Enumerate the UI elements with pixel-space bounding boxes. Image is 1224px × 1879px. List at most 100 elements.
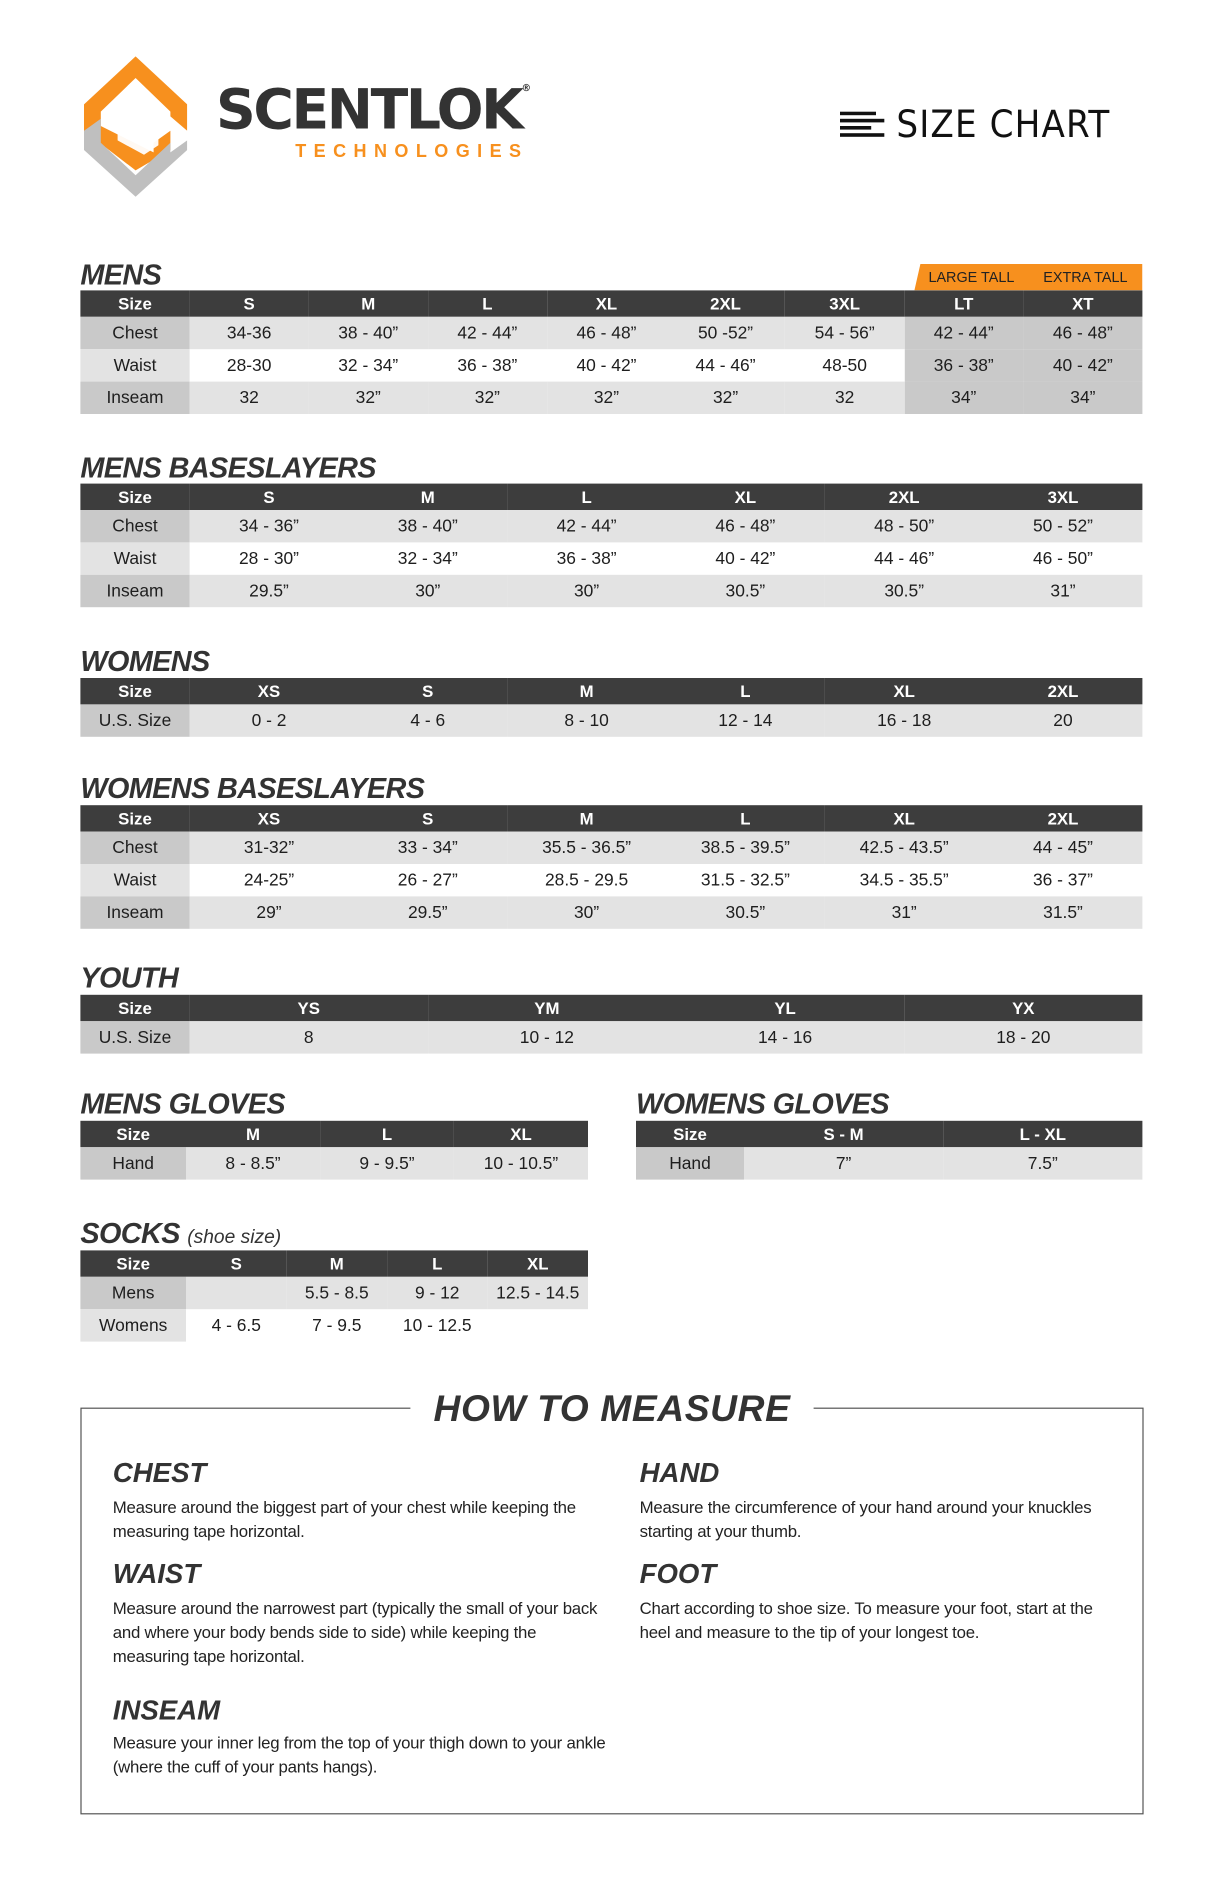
column-header: M [186,1120,320,1148]
column-header: L [507,483,666,511]
measure-text-hand: Measure the circumference of your hand a… [639,1497,1092,1541]
table-cell: 14 - 16 [666,1021,905,1054]
table-cell: 32” [427,381,547,415]
column-header: M [507,805,666,832]
column-header: LT [904,290,1024,317]
table-cell: 12.5 - 14.5 [487,1276,588,1310]
table-cell: 28.5 - 29.5 [544,870,629,890]
section-title-mens-baselayers: MENS BASESLAYERS [80,452,376,485]
column-header: S [186,1250,287,1277]
measure-text-foot: Chart according to shoe size. To measure… [639,1598,1093,1642]
section-title-youth: YOUTH [80,962,179,995]
table-cell: 29.5” [189,574,349,608]
column-header: XL [546,290,666,317]
table-header-row: Size S M L XL [80,1250,588,1277]
table-row: Womens 4 - 6.5 7 - 9.5 10 - 12.5 [80,1309,588,1342]
column-header: Size [80,678,190,705]
table-header-row: Size S M L XL 2XL 3XL LT XT [80,290,1143,317]
column-header: L [665,805,825,832]
registered-mark: ® [521,82,532,94]
table-cell: 0 - 2 [189,704,349,737]
table-row: Chest 34 - 36” 38 - 40” 42 - 44” 46 - 48” 48 … [80,510,1143,543]
row-label: Waist [80,864,190,897]
page-title: SIZE CHART [896,103,1111,147]
table-header-row: Size XS S M L XL 2XL [80,678,1143,705]
row-label: Chest [80,316,190,350]
table-cell: 29.5” [348,896,508,929]
column-header: S [348,805,508,832]
row-label: Mens [80,1276,186,1310]
column-header: L [427,290,547,317]
table-cell: 8 [189,1021,428,1054]
column-header: 2XL [983,678,1143,705]
column-header: XL [824,805,984,832]
column-header: 2XL [983,805,1143,832]
table-cell: 44 - 46” [874,549,935,569]
measure-heading-waist: WAIST [112,1557,201,1589]
table-cell: 50 -52” [666,316,786,350]
tall-sizes-header: LARGE TALL EXTRA TALL [914,264,1143,291]
table-row: Inseam 29” 29.5” 30” 30.5” 31” 31.5” [80,896,1143,929]
table-cell: 48 - 50” [824,510,984,543]
section-title-womens: WOMENS [80,645,210,678]
table-cell [488,1309,588,1341]
table-cell: 44 - 46” [695,355,756,375]
row-label: Chest [80,510,190,543]
column-header: S [348,678,508,705]
table-cell: 32” [546,381,666,415]
table-cell: 20 [983,704,1143,737]
column-header: M [348,483,508,511]
table-cell: 42.5 - 43.5” [824,831,984,865]
table-cell: 34.5 - 35.5” [859,870,949,890]
lines-icon [840,111,885,137]
column-header: L [387,1250,488,1277]
measure-text-chest: Measure around the biggest part of your … [112,1497,576,1541]
table-cell: 10 - 10.5” [453,1147,588,1180]
table-cell: 32” [666,381,786,415]
column-header: Size [80,1120,186,1148]
table-cell: 38.5 - 39.5” [665,831,825,865]
table-cell: 42 - 44” [507,510,666,543]
table-row: Inseam 32 32” 32” 32” 32” 32 34” 34” [80,381,1143,415]
table-cell: 7.5” [943,1147,1143,1180]
section-title-mens: MENS [80,259,162,292]
socks-size-table: Size S M L XL Mens 5.5 - 8.5 9 - 12 12.5 - 14.5 W… [80,1250,588,1342]
table-cell: 10 - 12 [427,1021,666,1054]
table-cell: 32 [189,381,309,415]
table-row: Hand 8 - 8.5” 9 - 9.5” 10 - 10.5” [80,1147,588,1180]
table-cell: 40 - 42” [1023,349,1143,382]
row-label: U.S. Size [80,704,190,737]
table-cell: 34” [1023,381,1143,415]
column-header: YM [427,994,666,1022]
table-cell: 42 - 44” [904,316,1024,350]
row-label: U.S. Size [80,1021,190,1054]
table-cell: 18 - 20 [904,1021,1143,1054]
column-header: 3XL [785,290,905,317]
column-header: Size [80,805,190,832]
table-row: Inseam 29.5” 30” 30” 30.5” 30.5” 31” [80,574,1143,608]
column-header: XL [453,1120,588,1148]
column-header: S [189,290,309,317]
how-to-measure-title: HOW TO MEASURE [410,1387,814,1431]
table-cell: 29” [189,896,349,929]
brand-name: SCENTLOK® [216,76,532,142]
table-cell: 36 - 38” [904,349,1024,382]
column-header: S - M [744,1120,944,1148]
table-cell: 7 - 9.5 [312,1315,362,1335]
table-cell: 48-50 [822,355,867,375]
row-label: Chest [80,831,190,865]
table-cell: 35.5 - 36.5” [507,831,666,865]
table-cell: 44 - 45” [983,831,1143,865]
table-cell: 31” [824,896,984,929]
table-cell: 31.5” [983,896,1143,929]
table-cell: 12 - 14 [665,704,825,737]
table-cell: 46 - 48” [546,316,666,350]
row-label: Inseam [80,574,190,608]
table-cell: 30” [507,896,666,929]
table-cell: 36 - 37” [1032,870,1093,890]
table-cell: 34-36 [189,316,309,350]
measure-heading-foot: FOOT [639,1557,717,1589]
size-chart-heading: SIZE CHART [840,103,1129,146]
